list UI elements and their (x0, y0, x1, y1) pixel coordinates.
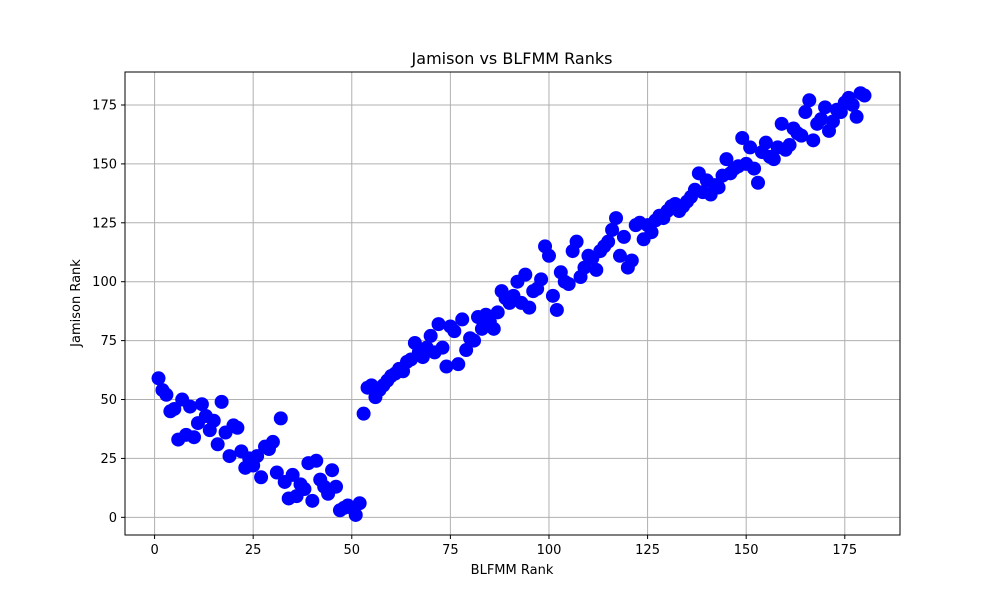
data-point (423, 328, 438, 343)
data-point (352, 496, 367, 511)
data-point (518, 267, 533, 282)
data-point (802, 93, 817, 108)
data-point (348, 507, 363, 522)
data-point (612, 248, 627, 263)
data-point (447, 324, 462, 339)
data-point (455, 312, 470, 327)
data-point (183, 399, 198, 414)
data-point (849, 109, 864, 124)
x-tick-label: 100 (537, 543, 562, 558)
data-point (230, 420, 245, 435)
data-point (782, 138, 797, 153)
x-tick-label: 0 (150, 543, 158, 558)
data-point (616, 229, 631, 244)
data-point (609, 211, 624, 226)
x-tick-label: 25 (245, 543, 262, 558)
y-axis-label: Jamison Rank (69, 259, 84, 348)
data-point (845, 97, 860, 112)
data-point (774, 116, 789, 131)
data-point (269, 465, 284, 480)
axes-frame (124, 71, 901, 536)
x-tick-label: 50 (344, 543, 361, 558)
y-tick-label: 125 (92, 216, 117, 231)
data-point (167, 401, 182, 416)
data-point (857, 88, 872, 103)
data-point (814, 112, 829, 127)
data-point (435, 340, 450, 355)
data-point (601, 234, 616, 249)
chart-title: Jamison vs BLFMM Ranks (411, 49, 613, 68)
data-point (806, 133, 821, 148)
x-axis-label: BLFMM Rank (471, 563, 554, 578)
y-tick-label: 150 (92, 157, 117, 172)
grid-lines (125, 72, 900, 535)
data-point (577, 260, 592, 275)
data-point (431, 317, 446, 332)
data-point (541, 248, 556, 263)
data-point (758, 135, 773, 150)
data-point (747, 161, 762, 176)
data-point (644, 225, 659, 240)
data-point (545, 288, 560, 303)
data-point (206, 413, 221, 428)
data-point (486, 321, 501, 336)
data-point (534, 272, 549, 287)
data-point (356, 406, 371, 421)
x-tick-label: 175 (832, 543, 857, 558)
data-point (624, 253, 639, 268)
data-point (818, 100, 833, 115)
data-point (439, 359, 454, 374)
data-point (250, 449, 265, 464)
data-point (490, 305, 505, 320)
data-point (561, 277, 576, 292)
data-point (589, 262, 604, 277)
data-point (265, 434, 280, 449)
data-point (794, 128, 809, 143)
data-point (743, 140, 758, 155)
x-tick-label: 150 (734, 543, 759, 558)
y-tick-label: 0 (109, 511, 117, 526)
data-point (187, 430, 202, 445)
data-point (285, 467, 300, 482)
data-point (798, 105, 813, 120)
data-point (711, 180, 726, 195)
data-point (214, 394, 229, 409)
data-point (222, 449, 237, 464)
data-point (467, 333, 482, 348)
data-point (309, 453, 324, 468)
data-point (522, 300, 537, 315)
data-point (605, 222, 620, 237)
data-point (451, 357, 466, 372)
data-point (329, 479, 344, 494)
y-tick-label: 100 (92, 275, 117, 290)
y-tick-label: 50 (100, 393, 117, 408)
x-tick-label: 125 (635, 543, 660, 558)
data-point (210, 437, 225, 452)
data-point (305, 493, 320, 508)
data-point (325, 463, 340, 478)
y-tick-label: 25 (100, 452, 117, 467)
y-tick-label: 75 (100, 334, 117, 349)
x-tick-label: 75 (442, 543, 459, 558)
data-points (151, 86, 872, 522)
data-point (735, 130, 750, 145)
data-point (719, 152, 734, 167)
data-point (751, 175, 766, 190)
data-point (459, 343, 474, 358)
data-point (273, 411, 288, 426)
data-point (254, 470, 269, 485)
y-tick-label: 175 (92, 98, 117, 113)
data-point (766, 152, 781, 167)
data-point (297, 482, 312, 497)
data-point (151, 371, 166, 386)
data-point (549, 302, 564, 317)
data-point (159, 387, 174, 402)
data-point (825, 114, 840, 129)
axis-ticks: 0 25 50 75 100 125 150 175 0 25 50 75 100 125 150 175 (92, 98, 857, 558)
data-point (194, 397, 209, 412)
data-point (569, 234, 584, 249)
